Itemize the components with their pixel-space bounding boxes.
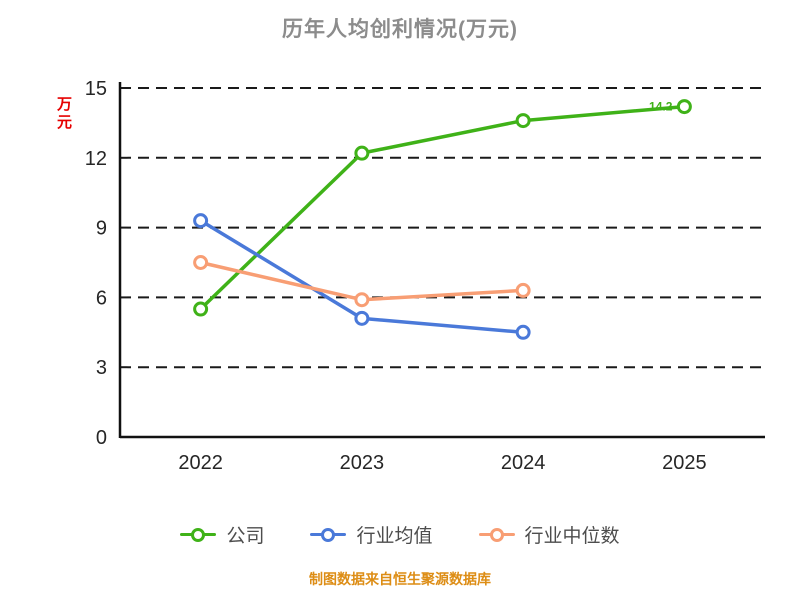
x-tick-label: 2025 <box>662 452 707 474</box>
legend-item-industry-average[interactable]: 行业均值 <box>310 521 433 548</box>
series-line-company <box>198 104 687 311</box>
y-tick-label: 9 <box>96 218 107 240</box>
y-tick-label: 15 <box>85 78 107 100</box>
data-point-company <box>193 301 209 317</box>
y-tick-label: 0 <box>96 427 107 449</box>
data-point-company <box>515 113 531 129</box>
data-point-industry-median <box>354 292 370 308</box>
legend-label-company: 公司 <box>226 526 265 547</box>
legend-line-circle-icon <box>180 527 217 542</box>
legend-item-company[interactable]: 公司 <box>180 521 264 548</box>
last-point-value-label: 14.2 <box>649 100 673 114</box>
chart-title: 历年人均创利情况(万元) <box>282 18 518 41</box>
y-tick-label: 12 <box>85 148 107 170</box>
x-tick-label: 2024 <box>501 452 546 474</box>
data-point-company <box>354 145 370 161</box>
legend-label-industry-average: 行业均值 <box>356 526 433 547</box>
legend-label-industry-median: 行业中位数 <box>524 526 620 547</box>
y-tick-label: 6 <box>96 287 107 309</box>
data-point-industry-average <box>354 310 370 326</box>
chart-svg: 0 3 6 9 12 15 2022 2023 2024 2025 14.2 <box>85 78 765 474</box>
x-tick-label: 2023 <box>340 452 385 474</box>
data-point-industry-average <box>515 324 531 340</box>
legend-line-circle-icon <box>478 527 515 542</box>
data-point-industry-median <box>193 255 209 270</box>
data-point-industry-average <box>193 213 209 229</box>
x-tick-label: 2022 <box>178 452 223 474</box>
data-source-note: 制图数据来自恒生聚源数据库 <box>309 571 491 587</box>
y-tick-label: 3 <box>96 357 107 379</box>
data-point-company <box>676 99 692 115</box>
legend-item-industry-median[interactable]: 行业中位数 <box>478 521 620 548</box>
chart-legend: 公司 行业均值 行业中位数 <box>0 521 800 548</box>
data-point-industry-median <box>515 282 531 298</box>
y-axis-title: 万元 <box>55 96 72 132</box>
legend-line-circle-icon <box>310 527 347 542</box>
